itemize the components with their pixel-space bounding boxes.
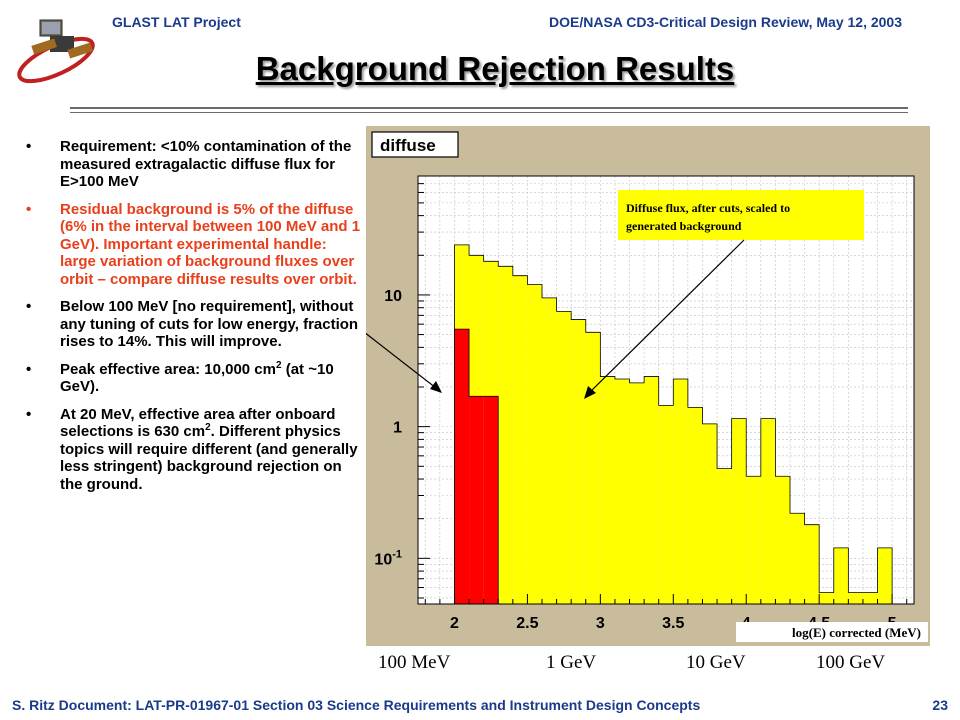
annotation-text: Diffuse flux, after cuts, scaled to gene…	[626, 201, 793, 233]
energy-label-10gev: 10 GeV	[686, 652, 746, 673]
diffuse-bar	[731, 418, 747, 604]
bullet-list: Requirement: <10% contamination of the m…	[22, 138, 362, 503]
background-bar	[483, 396, 499, 604]
x-label-box	[736, 622, 928, 642]
diffuse-bar	[658, 405, 674, 604]
diffuse-bar	[644, 376, 659, 604]
diffuse-bar	[614, 378, 630, 604]
diffuse-bar	[629, 382, 645, 604]
satellite-logo-icon	[17, 19, 95, 84]
x-axis-label: log(E) corrected (MeV)	[792, 625, 921, 640]
diffuse-bar	[877, 547, 893, 604]
title-rule	[70, 107, 908, 109]
y-tick-label: 1	[393, 420, 402, 437]
diffuse-bar	[833, 547, 849, 604]
diffuse-bar	[687, 407, 703, 604]
bullet-peak-area: Peak effective area: 10,000 cm2 (at ~10 …	[22, 360, 362, 396]
diffuse-bar	[862, 592, 878, 604]
diffuse-bar	[702, 423, 718, 604]
x-tick-label: 3	[596, 615, 605, 632]
diffuse-bar	[746, 476, 761, 604]
x-tick-label: 3.5	[662, 615, 684, 632]
energy-label-100mev: 100 MeV	[378, 652, 451, 673]
diffuse-bar	[804, 524, 820, 604]
bullet-arrowhead	[430, 381, 442, 393]
diffuse-bar	[571, 319, 586, 604]
chart-title: diffuse	[380, 136, 436, 155]
diffuse-bar	[498, 266, 513, 604]
diffuse-bar	[556, 311, 572, 604]
plot-border	[417, 175, 915, 605]
diffuse-bar	[775, 476, 790, 604]
diffuse-bar	[600, 376, 615, 604]
x-tick-label: 2	[450, 615, 459, 632]
annotation-arrowhead	[584, 386, 596, 399]
bullet-requirement: Requirement: <10% contamination of the m…	[22, 138, 362, 191]
background-bar	[454, 329, 470, 604]
diffuse-bar	[760, 418, 776, 604]
bullet-arrow	[366, 332, 437, 389]
bullet-effective-area: At 20 MeV, effective area after onboard …	[22, 406, 362, 494]
diffuse-bar	[673, 378, 688, 604]
y-tick-label: 10	[384, 288, 402, 305]
annotation-arrow	[587, 239, 745, 395]
footer-text: S. Ritz Document: LAT-PR-01967-01 Sectio…	[12, 697, 701, 713]
header-project: GLAST LAT Project	[112, 14, 241, 30]
diffuse-outline	[454, 244, 893, 604]
chart-title-box	[371, 131, 459, 158]
energy-label-100gev: 100 GeV	[816, 652, 886, 673]
slide-title: Background Rejection Results	[255, 50, 735, 87]
header-review: DOE/NASA CD3-Critical Design Review, May…	[549, 14, 902, 30]
background-outline	[454, 328, 499, 604]
energy-label-1gev: 1 GeV	[546, 652, 597, 673]
diffuse-bar	[717, 468, 732, 604]
bullet-low-energy: Below 100 MeV [no requirement], without …	[22, 298, 362, 351]
background-bar	[469, 396, 484, 604]
x-tick-label: 2.5	[516, 615, 538, 632]
histogram-bars	[454, 244, 893, 604]
diffuse-bar	[819, 592, 834, 604]
diffuse-bar	[512, 275, 528, 604]
annotation-box	[618, 190, 864, 240]
bullet-residual-background: Residual background is 5% of the diffuse…	[22, 201, 362, 289]
title-rule-thin	[70, 112, 908, 113]
diffuse-bar	[790, 513, 805, 604]
page-number: 23	[932, 697, 948, 713]
diffuse-bar	[542, 297, 557, 604]
diffuse-bar	[848, 592, 863, 604]
diffuse-bar	[527, 284, 542, 604]
diffuse-bar	[585, 332, 601, 604]
